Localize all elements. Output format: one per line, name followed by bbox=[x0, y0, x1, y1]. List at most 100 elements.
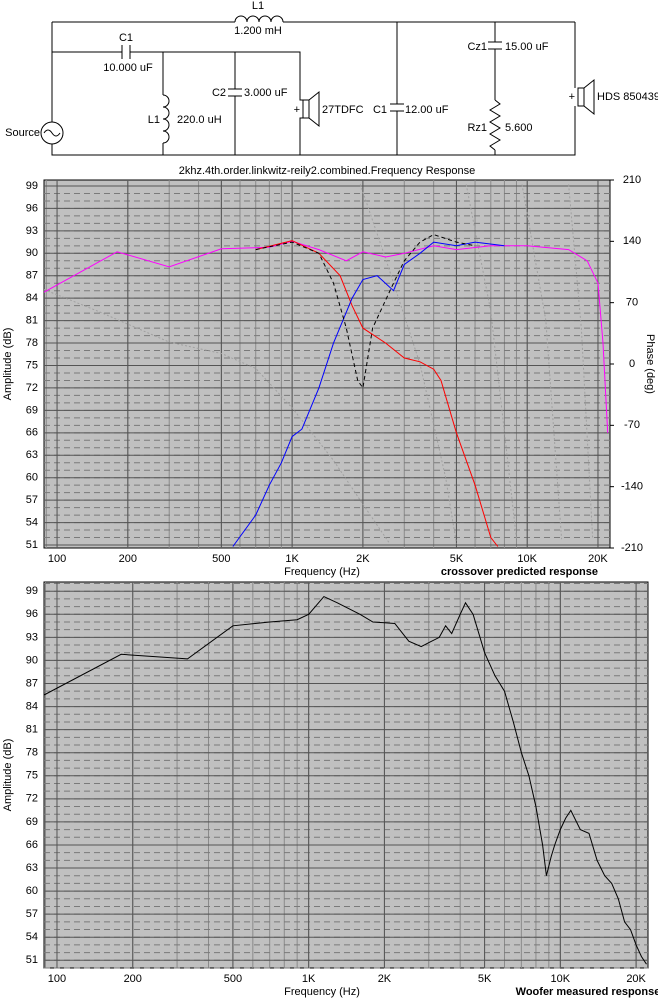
component-value: 12.00 uF bbox=[405, 104, 449, 116]
x-tick-label: 5K bbox=[450, 553, 464, 565]
y-tick-label: 63 bbox=[26, 449, 38, 461]
y-tick-label: 90 bbox=[26, 654, 38, 666]
y-tick-label: 51 bbox=[26, 539, 38, 551]
y-tick-label: 66 bbox=[26, 839, 38, 851]
series-line bbox=[44, 240, 609, 433]
x-tick-label: 20K bbox=[588, 553, 608, 565]
y-tick-label: 99 bbox=[26, 585, 38, 597]
y-tick-label: 93 bbox=[26, 225, 38, 237]
y-tick-label: 84 bbox=[26, 292, 38, 304]
y-tick-label: 66 bbox=[26, 427, 38, 439]
y2-tick-label: 210 bbox=[623, 174, 641, 186]
x-axis-label: Frequency (Hz) bbox=[284, 986, 360, 998]
x-tick-label: 2K bbox=[378, 973, 392, 985]
y-tick-label: 69 bbox=[26, 404, 38, 416]
y2-tick-label: 140 bbox=[623, 235, 641, 247]
series-line bbox=[255, 234, 476, 390]
inductor bbox=[234, 15, 284, 23]
schematic: L1 1.200 mH C1 10.000 uF L1 220.0 uH C2 … bbox=[5, 0, 658, 156]
chart-title: 2khz.4th.order.linkwitz-reily2.combined.… bbox=[179, 165, 476, 177]
y2-tick-label: -70 bbox=[624, 419, 640, 431]
series-line bbox=[44, 595, 647, 965]
inductor bbox=[162, 94, 170, 144]
y-tick-label: 90 bbox=[26, 247, 38, 259]
driver-name: HDS 850439 bbox=[597, 91, 658, 103]
y2-tick-label: -140 bbox=[621, 481, 643, 493]
y-tick-label: 60 bbox=[26, 472, 38, 484]
y2-tick-label: 70 bbox=[626, 297, 638, 309]
component-ref: Rz1 bbox=[467, 122, 487, 134]
y-tick-label: 99 bbox=[26, 180, 38, 192]
component-ref: L1 bbox=[252, 0, 264, 12]
y-tick-label: 63 bbox=[26, 862, 38, 874]
x-tick-label: 1K bbox=[285, 553, 299, 565]
y2-tick-label: -210 bbox=[621, 542, 643, 554]
x-axis-label: Frequency (Hz) bbox=[284, 566, 360, 578]
x-tick-label: 10K bbox=[551, 973, 571, 985]
capacitor bbox=[121, 41, 502, 112]
wires bbox=[51, 21, 576, 156]
source-label: Source bbox=[5, 127, 40, 139]
y-tick-label: 96 bbox=[26, 202, 38, 214]
y-tick-label: 57 bbox=[26, 908, 38, 920]
x-tick-label: 5K bbox=[478, 973, 492, 985]
component-value: 15.00 uF bbox=[505, 41, 549, 53]
y-tick-label: 81 bbox=[26, 724, 38, 736]
component-ref: C1 bbox=[373, 104, 387, 116]
annotation: crossover predicted response bbox=[441, 566, 598, 578]
component-value: 10.000 uF bbox=[103, 62, 153, 74]
plot-area bbox=[43, 581, 649, 969]
component-value: 3.000 uF bbox=[244, 87, 288, 99]
source-symbol bbox=[40, 121, 64, 145]
x-tick-label: 200 bbox=[124, 973, 142, 985]
x-tick-label: 1K bbox=[302, 973, 316, 985]
component-ref: C1 bbox=[119, 32, 133, 44]
y-axis-label: Amplitude (dB) bbox=[2, 328, 14, 401]
x-tick-label: 100 bbox=[48, 973, 66, 985]
driver-symbol bbox=[302, 99, 310, 119]
driver-name: 27TDFC bbox=[322, 104, 364, 116]
y-tick-label: 87 bbox=[26, 677, 38, 689]
x-tick-label: 500 bbox=[224, 973, 242, 985]
series-line bbox=[232, 241, 505, 547]
x-tick-label: 10K bbox=[517, 553, 537, 565]
y-tick-label: 75 bbox=[26, 770, 38, 782]
component-ref: L1 bbox=[148, 114, 160, 126]
y-tick-label: 78 bbox=[26, 337, 38, 349]
y-tick-label: 57 bbox=[26, 494, 38, 506]
y-tick-label: 84 bbox=[26, 700, 38, 712]
chart: 51 54 57 60 63 66 69 72 75 78 81 84 87 90 93 96 99 -210 -1… bbox=[2, 165, 656, 578]
y-tick-label: 87 bbox=[26, 270, 38, 282]
y-tick-label: 72 bbox=[26, 793, 38, 805]
y-tick-label: 54 bbox=[26, 516, 38, 528]
y2-axis-label: Phase (deg) bbox=[644, 334, 656, 394]
resistor bbox=[489, 99, 501, 151]
driver-polarity: + bbox=[294, 104, 300, 116]
x-tick-label: 500 bbox=[212, 553, 230, 565]
component-value: 220.0 uH bbox=[177, 114, 222, 126]
component-ref: Cz1 bbox=[467, 41, 487, 53]
y2-tick-label: 0 bbox=[629, 358, 635, 370]
series-line bbox=[255, 240, 499, 547]
component-value: 1.200 mH bbox=[234, 25, 282, 37]
x-tick-label: 100 bbox=[48, 553, 66, 565]
annotation: Woofer measured response bbox=[516, 986, 658, 998]
y-axis-label: Amplitude (dB) bbox=[2, 739, 14, 812]
y-tick-label: 69 bbox=[26, 816, 38, 828]
chart: 51 54 57 60 63 66 69 72 75 78 81 84 87 90 93 96 99 100 200… bbox=[2, 581, 658, 998]
y-tick-label: 81 bbox=[26, 315, 38, 327]
y-tick-label: 75 bbox=[26, 359, 38, 371]
y-tick-label: 93 bbox=[26, 631, 38, 643]
y-tick-label: 78 bbox=[26, 747, 38, 759]
y-tick-label: 96 bbox=[26, 608, 38, 620]
driver-cone bbox=[583, 78, 595, 116]
series-line bbox=[44, 184, 594, 544]
driver-cone bbox=[308, 90, 320, 128]
driver-symbol bbox=[577, 87, 585, 107]
x-tick-label: 20K bbox=[626, 973, 646, 985]
y-tick-label: 51 bbox=[26, 954, 38, 966]
component-value: 5.600 bbox=[505, 122, 533, 134]
y-tick-label: 60 bbox=[26, 885, 38, 897]
